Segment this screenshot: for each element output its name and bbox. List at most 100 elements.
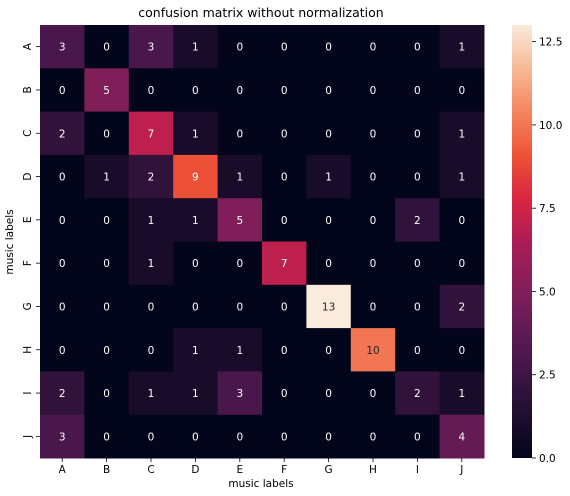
cell-value-label: 0 (192, 258, 199, 270)
heatmap-cell (350, 371, 396, 416)
cell-value-label: 0 (414, 42, 421, 54)
heatmap-cell (350, 68, 396, 113)
cell-value-label: 0 (370, 301, 377, 313)
heatmap-cell (84, 371, 130, 416)
cell-value-label: 0 (281, 85, 288, 97)
cell-value-label: 0 (458, 85, 465, 97)
heatmap-cell (439, 241, 485, 286)
heatmap-cell (128, 198, 174, 242)
heatmap-cell (173, 25, 219, 69)
heatmap-cell (306, 284, 352, 329)
heatmap-cell (173, 371, 219, 416)
cell-value-label: 3 (59, 431, 66, 443)
heatmap-cell (40, 154, 85, 199)
heatmap-cell (84, 68, 130, 113)
cell-value-label: 9 (192, 172, 199, 184)
cell-value-label: 0 (281, 388, 288, 400)
cell-value-label: 2 (458, 301, 465, 313)
cell-value-label: 0 (370, 42, 377, 54)
cell-value-label: 0 (370, 388, 377, 400)
cell-value-label: 0 (458, 215, 465, 227)
cell-value-label: 3 (148, 42, 155, 54)
heatmap-cell (306, 25, 352, 69)
cell-value-label: 1 (148, 258, 155, 270)
colorbar-tick-label: 7.5 (539, 203, 556, 215)
cell-value-label: 1 (325, 172, 332, 184)
heatmap-cell (40, 111, 85, 156)
heatmap-cell (128, 284, 174, 329)
heatmap-cell (84, 198, 130, 242)
heatmap-cell (395, 198, 441, 242)
cell-value-label: 0 (370, 258, 377, 270)
cell-value-label: 0 (414, 345, 421, 357)
heatmap-cell (439, 25, 485, 69)
x-tick-label: H (369, 464, 377, 476)
heatmap-cell (306, 414, 352, 459)
y-tick-label: D (22, 173, 34, 181)
cell-value-label: 0 (192, 431, 199, 443)
heatmap-cell (217, 25, 263, 69)
heatmap-cell (84, 154, 130, 199)
cell-value-label: 0 (148, 345, 155, 357)
heatmap-cell (439, 198, 485, 242)
cell-value-label: 0 (370, 431, 377, 443)
heatmap-cell (350, 241, 396, 286)
cell-value-label: 0 (59, 345, 66, 357)
cell-value-label: 2 (148, 172, 155, 184)
cell-value-label: 10 (366, 345, 379, 357)
heatmap-cell (262, 284, 307, 329)
heatmap-cell (350, 154, 396, 199)
cell-value-label: 2 (414, 388, 421, 400)
cell-value-label: 0 (236, 431, 243, 443)
cell-value-label: 0 (325, 345, 332, 357)
cell-value-label: 0 (414, 431, 421, 443)
x-tick-label: F (281, 464, 287, 476)
heatmap-cell (173, 198, 219, 242)
colorbar-tick-label: 2.5 (539, 370, 556, 382)
cell-value-label: 0 (281, 345, 288, 357)
cell-value-label: 0 (59, 258, 66, 270)
cell-value-label: 1 (148, 388, 155, 400)
colorbar-tick-label: 12.5 (539, 37, 562, 49)
colorbar-tick-label: 5.0 (539, 286, 556, 298)
cell-value-label: 0 (59, 85, 66, 97)
heatmap-cell (262, 241, 307, 286)
y-tick-label: F (22, 260, 34, 266)
heatmap-cell (350, 284, 396, 329)
heatmap-cell (395, 111, 441, 156)
cell-value-label: 1 (458, 388, 465, 400)
cell-value-label: 0 (59, 301, 66, 313)
cell-value-label: 0 (103, 128, 110, 140)
cell-value-label: 0 (414, 128, 421, 140)
heatmap-cell (395, 68, 441, 113)
heatmap-cell (84, 284, 130, 329)
colorbar-ticks: 0.0 2.5 5.0 7.5 10.0 12.5 (532, 37, 562, 465)
cell-value-label: 0 (281, 431, 288, 443)
cell-value-label: 0 (59, 172, 66, 184)
cell-value-label: 0 (325, 388, 332, 400)
cell-value-label: 1 (236, 345, 243, 357)
cell-value-label: 0 (236, 128, 243, 140)
heatmap-cell (306, 111, 352, 156)
cell-value-label: 0 (281, 215, 288, 227)
heatmap-cell (395, 371, 441, 416)
y-tick-label: A (22, 42, 34, 50)
heatmap-cell (439, 284, 485, 329)
heatmap-cell (306, 198, 352, 242)
heatmap-cell (262, 25, 307, 69)
cell-value-label: 3 (59, 42, 66, 54)
cell-value-label: 0 (148, 85, 155, 97)
cell-value-label: 0 (192, 85, 199, 97)
heatmap-cell (395, 284, 441, 329)
cell-value-label: 5 (103, 85, 110, 97)
cell-value-label: 0 (370, 85, 377, 97)
chart-title: confusion matrix without normalization (138, 5, 383, 20)
colorbar-tick-label: 10.0 (539, 120, 562, 132)
heatmap-cell (395, 414, 441, 459)
cell-value-label: 0 (236, 85, 243, 97)
cell-value-label: 0 (236, 301, 243, 313)
cell-value-label: 2 (59, 128, 66, 140)
cell-value-label: 0 (236, 42, 243, 54)
cell-value-label: 0 (103, 301, 110, 313)
